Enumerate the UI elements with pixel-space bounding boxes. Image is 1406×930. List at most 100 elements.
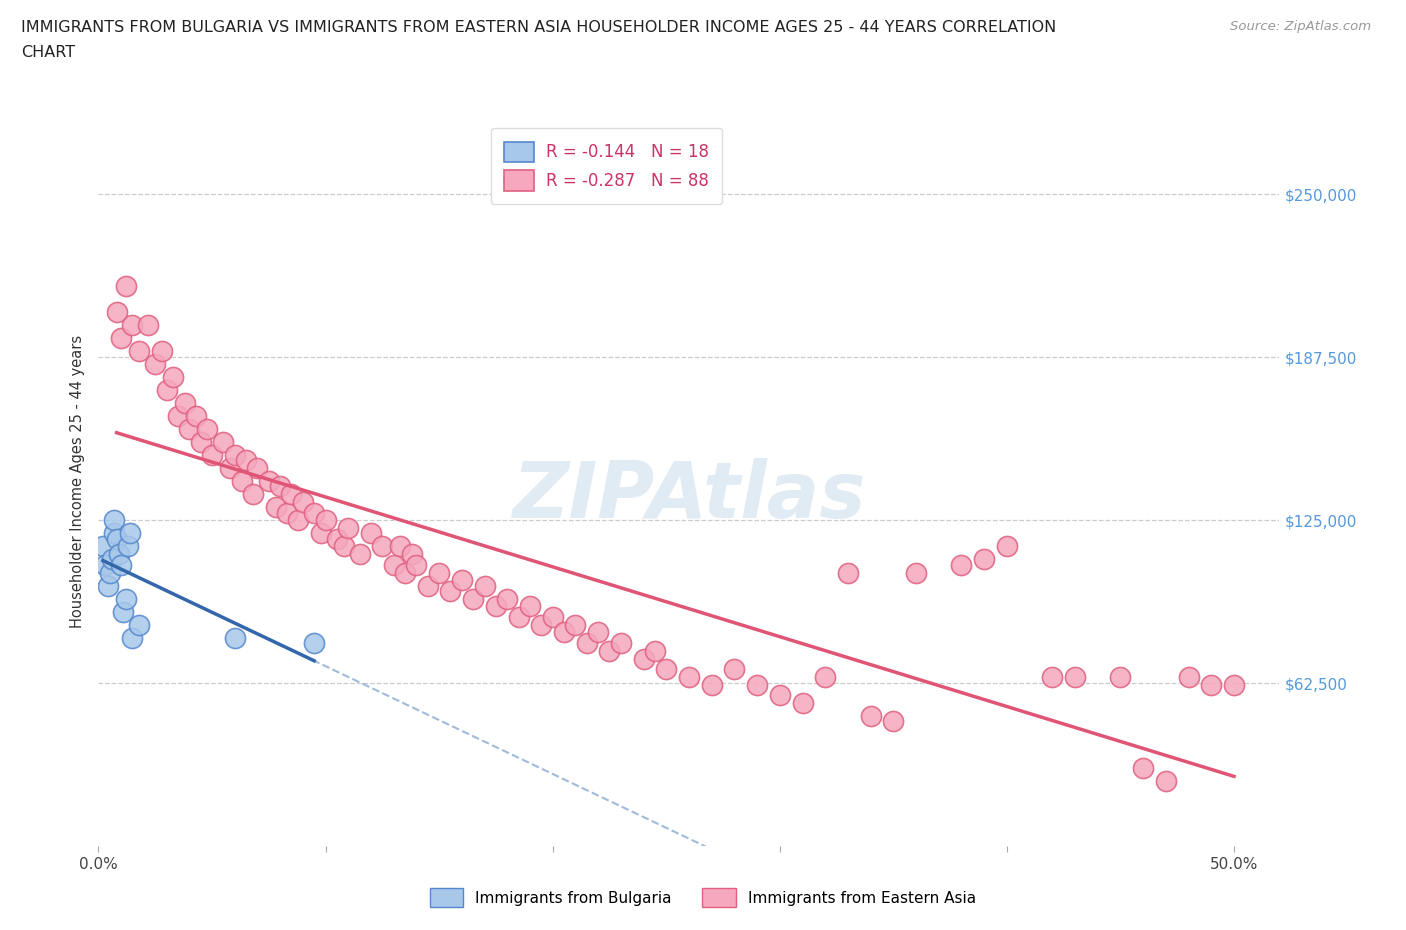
Point — [382, 557, 405, 572]
Point — [276, 505, 298, 520]
Point — [231, 474, 253, 489]
Point — [167, 408, 190, 423]
Point — [108, 547, 131, 562]
Point — [103, 513, 125, 528]
Point — [309, 526, 332, 541]
Point — [1132, 761, 1154, 776]
Point — [105, 531, 128, 546]
Point — [128, 618, 150, 632]
Point — [110, 557, 132, 572]
Point — [814, 670, 837, 684]
Point — [162, 369, 184, 384]
Point — [598, 644, 620, 658]
Point — [190, 434, 212, 449]
Point — [128, 343, 150, 358]
Point — [541, 609, 564, 624]
Point — [586, 625, 609, 640]
Point — [287, 513, 309, 528]
Point — [269, 479, 291, 494]
Point — [120, 526, 142, 541]
Point — [121, 631, 143, 645]
Point — [700, 677, 723, 692]
Point — [973, 552, 995, 567]
Point — [427, 565, 450, 580]
Point — [485, 599, 508, 614]
Point — [837, 565, 859, 580]
Point — [745, 677, 768, 692]
Point — [98, 565, 121, 580]
Point — [610, 635, 633, 650]
Legend: R = -0.144   N = 18, R = -0.287   N = 88: R = -0.144 N = 18, R = -0.287 N = 88 — [491, 128, 721, 204]
Point — [302, 635, 325, 650]
Point — [143, 356, 166, 371]
Point — [1201, 677, 1223, 692]
Point — [530, 618, 553, 632]
Point — [1223, 677, 1246, 692]
Text: IMMIGRANTS FROM BULGARIA VS IMMIGRANTS FROM EASTERN ASIA HOUSEHOLDER INCOME AGES: IMMIGRANTS FROM BULGARIA VS IMMIGRANTS F… — [21, 20, 1056, 35]
Point — [882, 713, 904, 728]
Point — [302, 505, 325, 520]
Point — [103, 526, 125, 541]
Point — [439, 583, 461, 598]
Point — [114, 278, 136, 293]
Point — [110, 330, 132, 345]
Point — [349, 547, 371, 562]
Point — [1177, 670, 1199, 684]
Y-axis label: Householder Income Ages 25 - 44 years: Householder Income Ages 25 - 44 years — [70, 335, 86, 628]
Point — [184, 408, 207, 423]
Point — [197, 421, 219, 436]
Text: ZIPAtlas: ZIPAtlas — [512, 458, 866, 534]
Point — [114, 591, 136, 606]
Legend: Immigrants from Bulgaria, Immigrants from Eastern Asia: Immigrants from Bulgaria, Immigrants fro… — [423, 883, 983, 913]
Point — [416, 578, 439, 593]
Point — [644, 644, 666, 658]
Point — [723, 661, 745, 676]
Point — [155, 382, 177, 397]
Point — [91, 539, 114, 554]
Point — [905, 565, 928, 580]
Point — [212, 434, 235, 449]
Point — [224, 631, 246, 645]
Point — [105, 304, 128, 319]
Point — [332, 539, 354, 554]
Point — [1109, 670, 1132, 684]
Point — [394, 565, 416, 580]
Point — [291, 495, 314, 510]
Point — [112, 604, 135, 619]
Point — [655, 661, 678, 676]
Point — [138, 317, 160, 332]
Text: CHART: CHART — [21, 45, 75, 60]
Point — [519, 599, 541, 614]
Point — [360, 526, 382, 541]
Point — [219, 460, 242, 475]
Point — [117, 539, 139, 554]
Text: Source: ZipAtlas.com: Source: ZipAtlas.com — [1230, 20, 1371, 33]
Point — [792, 696, 814, 711]
Point — [1154, 774, 1177, 789]
Point — [633, 651, 655, 666]
Point — [264, 500, 287, 515]
Point — [224, 447, 246, 462]
Point — [242, 487, 264, 502]
Point — [553, 625, 575, 640]
Point — [101, 552, 124, 567]
Point — [371, 539, 394, 554]
Point — [405, 557, 427, 572]
Point — [150, 343, 173, 358]
Point — [508, 609, 530, 624]
Point — [450, 573, 472, 588]
Point — [201, 447, 224, 462]
Point — [94, 557, 117, 572]
Point — [995, 539, 1018, 554]
Point — [401, 547, 423, 562]
Point — [96, 578, 118, 593]
Point — [389, 539, 412, 554]
Point — [474, 578, 496, 593]
Point — [1040, 670, 1063, 684]
Point — [257, 474, 280, 489]
Point — [280, 487, 302, 502]
Point — [575, 635, 598, 650]
Point — [326, 531, 349, 546]
Point — [246, 460, 269, 475]
Point — [173, 395, 195, 410]
